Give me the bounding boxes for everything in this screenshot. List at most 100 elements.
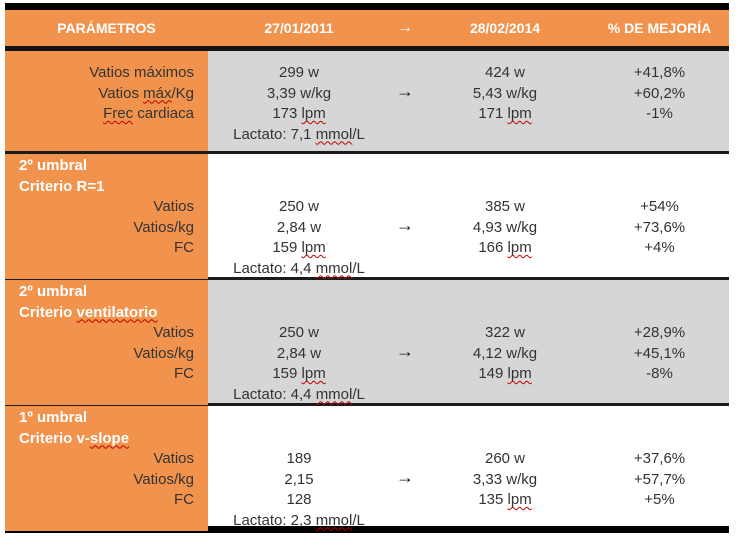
section-titles: 2º umbral Criterio ventilatorio <box>5 280 208 323</box>
param-labels: Vatios Vatios/kg FC <box>5 323 208 385</box>
param-label: FC <box>174 491 194 508</box>
section-umbral2-ventilatorio: 2º umbral Criterio ventilatorio Vatios V… <box>5 280 729 405</box>
improvement-value: +54% <box>640 198 679 215</box>
arrow-icon: → <box>396 81 414 101</box>
value-after: 424 w <box>484 64 526 81</box>
section-title: 1º umbral <box>19 409 87 426</box>
value-after: 4,93 w/kg <box>472 218 538 236</box>
value-after: 385 w <box>484 198 526 215</box>
values-before-column: 189 2,15 128 Lactato: 2,3 mmol/L <box>208 406 390 531</box>
comparison-table: PARÁMETROS 27/01/2011 → 28/02/2014 % DE … <box>5 3 729 533</box>
value-before: 189 <box>286 450 312 467</box>
value-before: 173 lpm <box>272 105 326 122</box>
improvement-column: +41,8% +60,2% -1% <box>590 51 729 151</box>
param-label: Vatios <box>153 324 194 341</box>
header-date-after: 28/02/2014 <box>469 20 541 36</box>
value-before: 250 w <box>278 324 320 341</box>
improvement-value: -1% <box>646 105 673 122</box>
section-label-column: 2º umbral Criterio ventilatorio Vatios V… <box>5 280 208 405</box>
improvement-value: +28,9% <box>633 324 686 341</box>
section-vatios-maximos: Vatios máximos Vatios máx/Kg Frec cardia… <box>5 51 729 151</box>
value-before: 250 w <box>278 198 320 215</box>
bottom-border <box>5 526 729 533</box>
value-after: 5,43 w/kg <box>472 84 538 102</box>
value-before: 159 lpm <box>272 365 326 382</box>
row-separator <box>5 403 729 406</box>
section-label-column: 1º umbral Criterio v-slope Vatios Vatios… <box>5 406 208 531</box>
value-before: 299 w <box>278 64 320 81</box>
section-titles: 1º umbral Criterio v-slope <box>5 406 208 449</box>
arrow-icon: → <box>396 341 414 361</box>
values-before-column: 250 w 2,84 w 159 lpm Lactato: 4,4 mmol/L <box>208 154 390 279</box>
values-after-column: 424 w 5,43 w/kg 171 lpm <box>420 51 590 151</box>
row-separator <box>5 277 729 280</box>
improvement-column: +28,9% +45,1% -8% <box>590 280 729 405</box>
value-before: 3,39 w/kg <box>266 84 332 102</box>
values-after-column: 322 w 4,12 w/kg 149 lpm <box>420 280 590 405</box>
arrow-icon: → <box>396 215 414 235</box>
param-label: Vatios máx/Kg <box>98 84 194 102</box>
value-before: 2,84 w <box>276 218 322 236</box>
improvement-value: +57,7% <box>633 470 686 488</box>
section-title: 2º umbral <box>19 283 87 300</box>
lactato-note: Lactato: 4,4 mmol/L <box>233 385 365 403</box>
section-title: Criterio ventilatorio <box>19 303 158 321</box>
lactato-note: Lactato: 7,1 mmol/L <box>233 125 365 143</box>
row-separator <box>5 151 729 154</box>
values-before-column: 299 w 3,39 w/kg 173 lpm Lactato: 7,1 mmo… <box>208 51 390 151</box>
section-umbral2-r1: 2º umbral Criterio R=1 Vatios Vatios/kg … <box>5 154 729 279</box>
header-improvement: % DE MEJORÍA <box>607 20 712 36</box>
header-separator <box>5 46 729 51</box>
param-label: Vatios/kg <box>133 344 194 362</box>
improvement-value: +45,1% <box>633 344 686 362</box>
param-label: FC <box>174 365 194 382</box>
value-after: 260 w <box>484 450 526 467</box>
param-labels: Vatios Vatios/kg FC <box>5 197 208 259</box>
param-label: Vatios máximos <box>89 64 194 81</box>
improvement-value: +37,6% <box>633 450 686 467</box>
values-after-column: 385 w 4,93 w/kg 166 lpm <box>420 154 590 279</box>
value-before: 159 lpm <box>272 239 326 256</box>
value-after: 171 lpm <box>478 105 532 122</box>
table-header-row: PARÁMETROS 27/01/2011 → 28/02/2014 % DE … <box>5 10 729 46</box>
lactato-note: Lactato: 2,3 mmol/L <box>233 511 365 529</box>
value-before: 2,84 w <box>276 344 322 362</box>
header-arrow-icon: → <box>397 19 413 36</box>
section-title: 2º umbral <box>19 157 87 174</box>
values-after-column: 260 w 3,33 w/kg 135 lpm <box>420 406 590 531</box>
value-before: 2,15 <box>284 470 314 488</box>
section-label-column: 2º umbral Criterio R=1 Vatios Vatios/kg … <box>5 154 208 279</box>
improvement-value: -8% <box>646 365 673 382</box>
improvement-value: +5% <box>644 491 675 508</box>
param-labels: Vatios Vatios/kg FC <box>5 449 208 511</box>
param-label: Vatios/kg <box>133 470 194 488</box>
section-title: Criterio R=1 <box>19 177 105 195</box>
param-label: Vatios <box>153 198 194 215</box>
param-label: Vatios <box>153 450 194 467</box>
lactato-note: Lactato: 4,4 mmol/L <box>233 259 365 277</box>
section-umbral1-vslope: 1º umbral Criterio v-slope Vatios Vatios… <box>5 406 729 531</box>
header-date-before: 27/01/2011 <box>264 20 334 36</box>
section-titles: 2º umbral Criterio R=1 <box>5 154 208 197</box>
param-label: FC <box>174 239 194 256</box>
param-label: Vatios/kg <box>133 218 194 236</box>
improvement-value: +73,6% <box>633 218 686 236</box>
section-title: Criterio v-slope <box>19 429 130 447</box>
improvement-value: +60,2% <box>633 84 686 102</box>
values-before-column: 250 w 2,84 w 159 lpm Lactato: 4,4 mmol/L <box>208 280 390 405</box>
header-parameters: PARÁMETROS <box>57 20 156 36</box>
improvement-value: +41,8% <box>633 64 686 81</box>
section-label-column: Vatios máximos Vatios máx/Kg Frec cardia… <box>5 51 208 151</box>
improvement-value: +4% <box>644 239 675 256</box>
top-border <box>5 3 729 10</box>
value-after: 166 lpm <box>478 239 532 256</box>
value-before: 128 <box>286 491 312 508</box>
improvement-column: +54% +73,6% +4% <box>590 154 729 279</box>
param-labels: Vatios máximos Vatios máx/Kg Frec cardia… <box>5 51 208 125</box>
value-after: 149 lpm <box>478 365 532 382</box>
value-after: 3,33 w/kg <box>472 470 538 488</box>
value-after: 135 lpm <box>478 491 532 508</box>
param-label: Frec cardiaca <box>103 105 194 122</box>
arrow-icon: → <box>396 467 414 487</box>
value-after: 4,12 w/kg <box>472 344 538 362</box>
